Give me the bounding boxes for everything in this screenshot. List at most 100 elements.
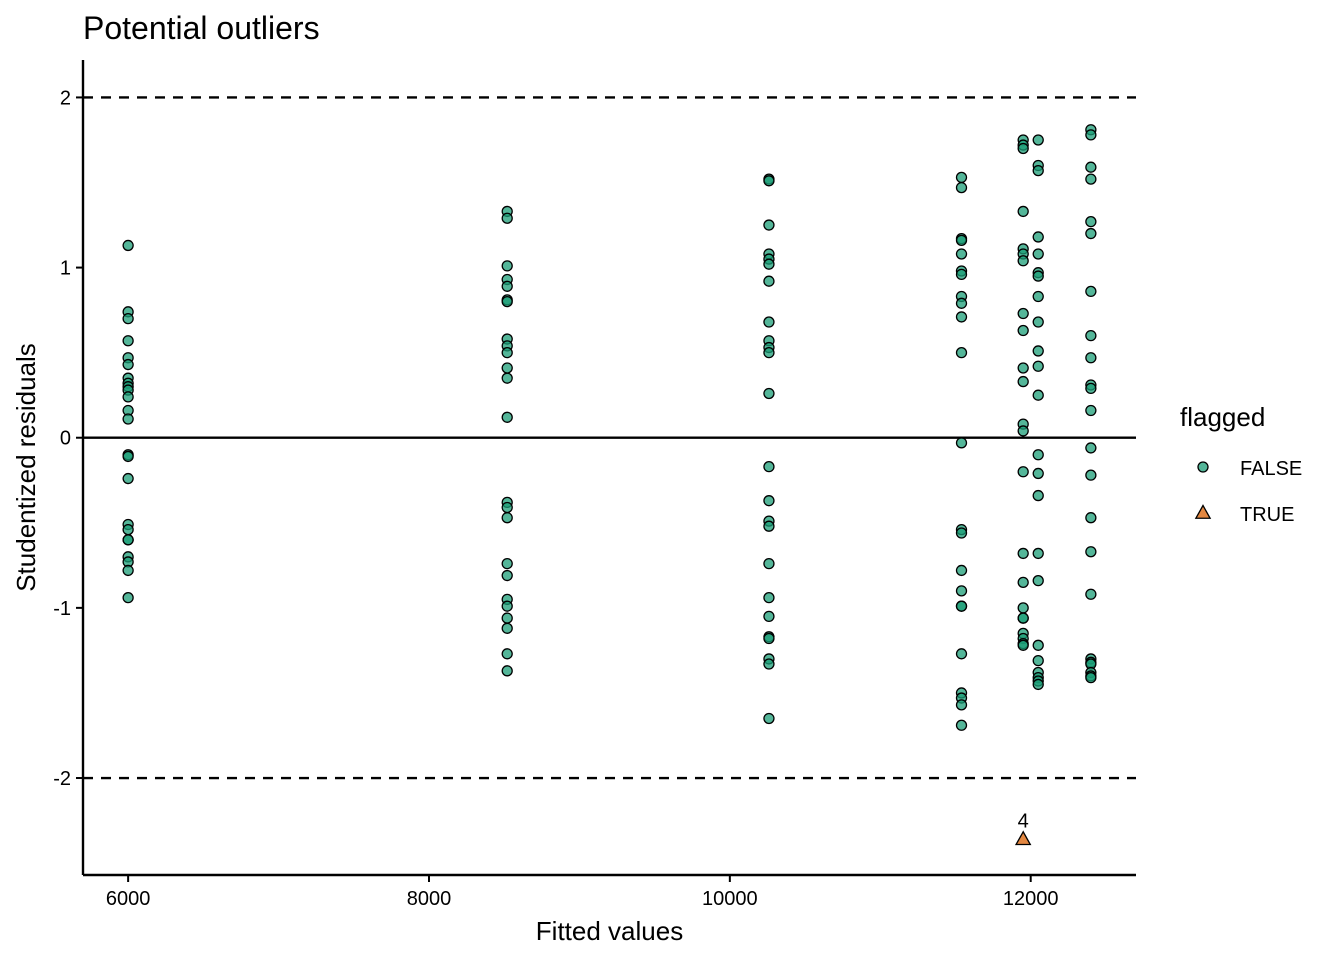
point-false	[1085, 469, 1097, 481]
point-false	[501, 600, 513, 612]
point-false	[501, 512, 513, 524]
point-false	[1032, 270, 1044, 282]
point-false	[955, 527, 968, 539]
point-false	[1032, 547, 1044, 560]
point-false	[1032, 134, 1044, 146]
point-false	[955, 311, 968, 323]
point-false	[122, 564, 134, 577]
point-false	[763, 219, 775, 231]
point-false	[1032, 290, 1044, 303]
point-false	[1085, 546, 1097, 558]
point-false	[955, 699, 968, 711]
point-false	[501, 280, 513, 292]
point-false	[763, 557, 775, 570]
point-false	[122, 472, 134, 485]
point-false	[1017, 602, 1029, 614]
point-false	[1032, 449, 1044, 461]
point-false	[1085, 382, 1097, 395]
point-false	[955, 268, 968, 281]
point-false	[955, 564, 968, 577]
point-false	[955, 585, 968, 597]
point-false	[1032, 231, 1044, 243]
point-false	[1085, 671, 1097, 684]
x-tick-label: 6000	[106, 888, 151, 910]
point-false	[1032, 489, 1044, 502]
point-false	[763, 712, 775, 725]
point-false	[501, 501, 513, 514]
point-false	[501, 347, 513, 359]
point-false	[501, 212, 513, 224]
point-false	[1085, 227, 1097, 240]
point-false	[501, 295, 513, 308]
point-false	[1032, 316, 1044, 328]
point-false	[1032, 654, 1044, 667]
point-false	[1032, 248, 1044, 260]
point-false	[1032, 678, 1044, 691]
point-false	[122, 523, 134, 536]
point-false	[955, 234, 968, 247]
point-false	[1085, 129, 1097, 141]
point-false	[1017, 612, 1029, 624]
point-false	[1032, 164, 1044, 177]
point-false	[955, 600, 968, 612]
point-false	[1017, 466, 1029, 478]
point-false	[955, 171, 968, 184]
point-false	[1085, 173, 1097, 185]
point-false	[1085, 512, 1097, 524]
point-false	[122, 312, 134, 325]
point-false	[122, 239, 134, 252]
point-false	[122, 358, 134, 371]
axes: 6000 8000 10000 12000 2 1 0 -1 -2	[53, 60, 1136, 910]
point-false	[955, 181, 968, 194]
y-tick-label: 0	[60, 428, 71, 450]
point-false	[763, 592, 775, 604]
point-false	[1017, 375, 1029, 388]
point-false	[501, 648, 513, 660]
point-false	[763, 387, 775, 400]
point-false	[1085, 352, 1097, 364]
point-false	[1017, 255, 1029, 267]
point-false	[763, 175, 775, 187]
legend-key-true	[1194, 504, 1212, 519]
point-false	[955, 347, 968, 359]
point-false	[1032, 639, 1044, 651]
legend-title: flagged	[1180, 402, 1265, 432]
point-false	[1085, 329, 1097, 342]
point-false	[1085, 404, 1097, 417]
point-false	[1017, 362, 1029, 374]
point-false	[1017, 425, 1029, 437]
point-false	[955, 297, 968, 309]
point-false	[501, 612, 513, 624]
point-false	[1032, 467, 1044, 480]
point-false	[1085, 588, 1097, 600]
point-false	[501, 557, 513, 570]
point-false	[122, 592, 134, 604]
point-false	[1032, 574, 1044, 587]
point-false	[1032, 389, 1044, 401]
y-tick-label: -2	[53, 768, 71, 790]
point-false	[955, 248, 968, 260]
point-false	[501, 362, 513, 374]
point-false	[1017, 142, 1029, 155]
point-false	[501, 372, 513, 384]
x-tick-label: 10000	[702, 888, 758, 910]
point-false	[501, 569, 513, 582]
data-points	[122, 124, 1097, 846]
outlier-label: 4	[1018, 810, 1029, 832]
point-false	[1085, 442, 1097, 454]
point-false	[1017, 307, 1029, 320]
point-false	[1085, 285, 1097, 298]
x-axis-title: Fitted values	[536, 916, 683, 946]
point-false	[501, 411, 513, 423]
point-false	[763, 347, 775, 359]
point-false	[763, 520, 775, 532]
point-false	[1017, 547, 1029, 560]
point-false	[1017, 324, 1029, 337]
point-false	[1017, 576, 1029, 588]
point-false	[955, 437, 968, 449]
point-false	[763, 275, 775, 287]
y-tick-label: 2	[60, 87, 71, 109]
point-false	[763, 632, 775, 645]
y-axis-title: Studentized residuals	[11, 343, 41, 592]
